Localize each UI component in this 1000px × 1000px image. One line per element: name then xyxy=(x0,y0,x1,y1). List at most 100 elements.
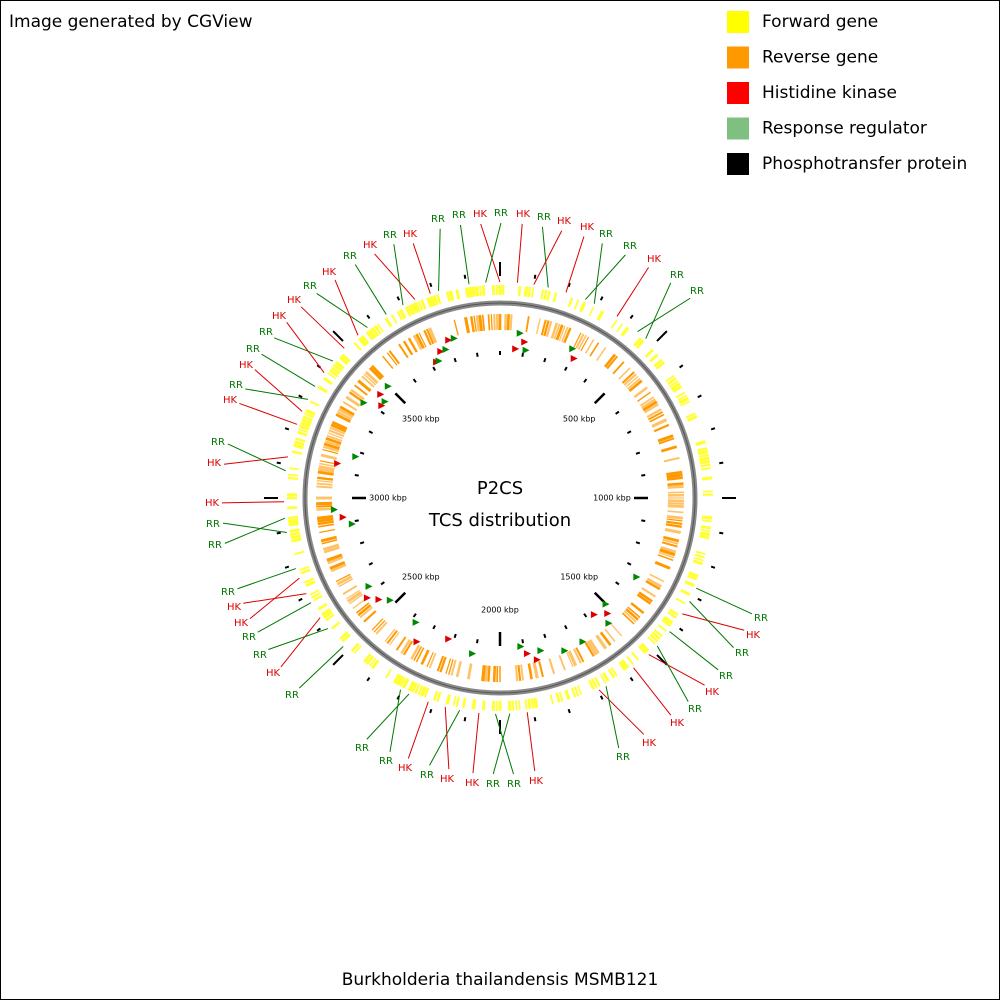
tcs-marker xyxy=(521,338,529,346)
forward-gene xyxy=(414,683,421,694)
forward-gene xyxy=(287,515,299,520)
reverse-gene xyxy=(567,650,578,667)
forward-gene xyxy=(302,415,313,422)
feature-label: RR xyxy=(486,779,500,790)
reverse-gene xyxy=(577,334,587,350)
feature-label: HK xyxy=(465,778,480,789)
reverse-gene xyxy=(628,379,643,392)
legend-swatch xyxy=(727,82,749,104)
forward-gene xyxy=(311,592,322,599)
forward-gene xyxy=(325,613,335,622)
feature-label: RR xyxy=(355,743,369,754)
feature-line xyxy=(669,631,719,671)
reverse-gene xyxy=(660,445,678,453)
reverse-gene xyxy=(561,326,569,343)
forward-gene xyxy=(289,528,300,533)
tcs-marker xyxy=(445,336,453,344)
footer-organism: Burkholderia thailandensis MSMB121 xyxy=(342,970,659,990)
reverse-gene xyxy=(553,323,561,340)
inner-tick xyxy=(453,633,457,639)
reverse-gene xyxy=(575,647,585,663)
reverse-gene xyxy=(388,350,400,365)
forward-gene xyxy=(299,565,310,571)
inner-tick xyxy=(476,352,479,357)
reverse-gene xyxy=(326,434,343,443)
reverse-gene xyxy=(666,473,683,479)
forward-gene xyxy=(699,534,710,540)
reverse-gene xyxy=(642,400,658,412)
forward-gene xyxy=(675,391,686,399)
tcs-marker xyxy=(533,656,541,664)
reverse-gene xyxy=(324,440,341,448)
reverse-gene xyxy=(667,510,684,514)
tcs-marker xyxy=(360,399,368,407)
reverse-gene xyxy=(641,587,656,598)
forward-gene xyxy=(322,377,333,386)
reverse-gene xyxy=(319,462,336,468)
reverse-gene xyxy=(667,491,684,494)
kbp-label: 3000 kbp xyxy=(369,494,407,503)
forward-gene xyxy=(511,700,515,711)
forward-gene xyxy=(677,394,688,401)
outer-tick xyxy=(284,565,290,569)
forward-gene xyxy=(365,330,375,341)
kbp-label: 2000 kbp xyxy=(481,606,519,615)
forward-gene xyxy=(407,680,416,692)
forward-gene xyxy=(419,686,427,697)
backbone-inner xyxy=(304,302,696,694)
forward-gene xyxy=(392,673,401,684)
reverse-gene xyxy=(322,445,339,453)
reverse-gene xyxy=(335,573,351,583)
forward-gene xyxy=(567,297,574,308)
outer-tick xyxy=(567,708,571,714)
forward-gene xyxy=(523,286,529,297)
reverse-gene xyxy=(361,375,375,388)
reverse-gene xyxy=(316,482,333,486)
tcs-marker xyxy=(375,596,383,604)
feature-label: RR xyxy=(208,540,222,551)
reverse-gene xyxy=(463,316,471,334)
reverse-gene xyxy=(412,334,423,351)
forward-gene xyxy=(426,297,433,308)
forward-gene xyxy=(334,360,345,370)
forward-gene xyxy=(395,675,404,686)
reverse-gene xyxy=(363,610,377,623)
forward-gene xyxy=(694,553,705,559)
forward-gene xyxy=(365,655,375,666)
feature-label: RR xyxy=(206,519,220,530)
forward-gene xyxy=(700,467,712,471)
reverse-gene xyxy=(418,332,427,348)
forward-gene xyxy=(353,645,362,654)
reverse-gene xyxy=(525,316,530,333)
inner-tick xyxy=(368,562,374,566)
reverse-gene xyxy=(648,411,664,421)
feature-label: RR xyxy=(246,344,260,355)
forward-gene xyxy=(552,292,558,303)
feature-label: HK xyxy=(670,718,685,729)
tcs-marker xyxy=(561,647,569,655)
forward-gene xyxy=(594,676,601,687)
inner-tick xyxy=(354,474,359,477)
reverse-gene xyxy=(555,324,564,341)
forward-gene xyxy=(420,299,427,310)
kbp-label: 1500 kbp xyxy=(560,573,598,582)
outer-tick xyxy=(656,330,668,342)
inner-tick xyxy=(564,624,568,630)
reverse-gene xyxy=(663,456,680,463)
reverse-gene xyxy=(621,371,635,384)
tcs-marker xyxy=(537,647,545,655)
forward-gene xyxy=(558,691,564,702)
feature-label: HK xyxy=(207,458,222,469)
forward-gene xyxy=(296,430,308,437)
forward-gene xyxy=(332,363,343,373)
feature-line xyxy=(227,443,286,472)
forward-gene xyxy=(309,589,320,596)
forward-gene xyxy=(700,525,712,530)
feature-line xyxy=(598,689,645,735)
inner-tick xyxy=(615,410,620,415)
outer-tick xyxy=(629,677,634,682)
forward-gene xyxy=(635,339,645,349)
forward-gene xyxy=(481,285,486,296)
forward-gene xyxy=(517,285,522,297)
reverse-gene xyxy=(370,364,385,379)
